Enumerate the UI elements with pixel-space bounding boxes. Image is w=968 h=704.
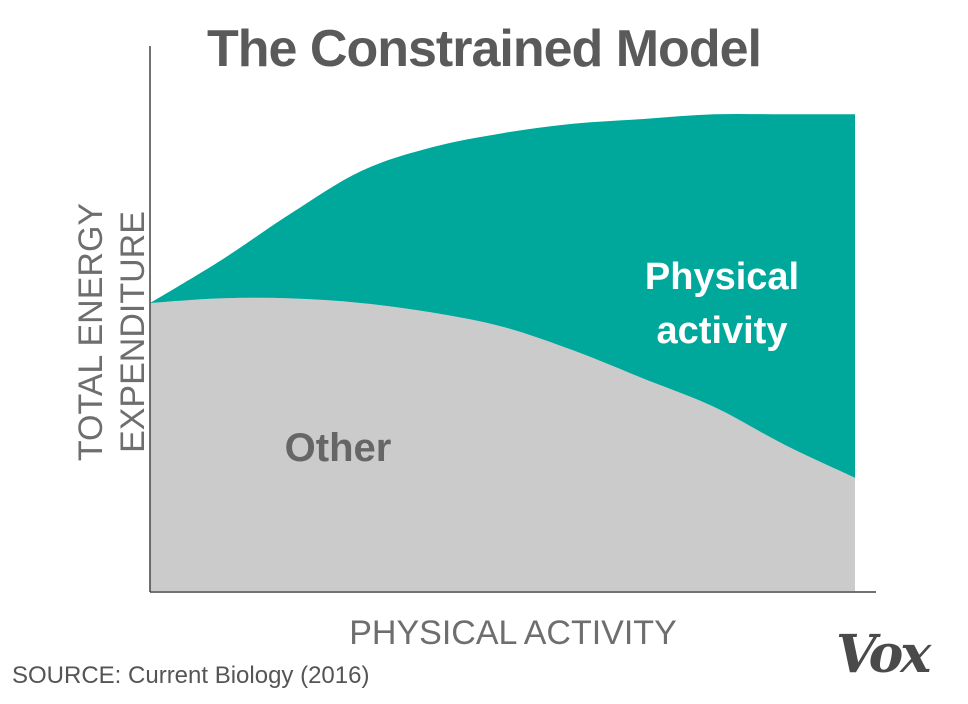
area-label-physical-activity-line-1: Physical [645,256,799,298]
source-note: SOURCE: Current Biology (2016) [12,662,370,689]
chart-title: The Constrained Model [207,20,762,78]
y-axis-label-line-2: EXPENDITURE [114,211,152,453]
chart-areas [150,113,855,591]
area-other [150,297,855,591]
x-axis-label: PHYSICAL ACTIVITY [349,614,677,652]
area-physical-activity [150,113,855,478]
y-axis-label: TOTAL ENERGY EXPENDITURE [70,203,154,461]
area-label-other: Other [285,426,392,470]
vox-logo: Vox [836,624,931,685]
area-label-physical-activity-line-2: activity [657,310,788,352]
chart-area-labels: Other Physical activity [285,256,799,470]
chart-axes [149,46,876,593]
y-axis-label-line-1: TOTAL ENERGY [72,202,110,462]
